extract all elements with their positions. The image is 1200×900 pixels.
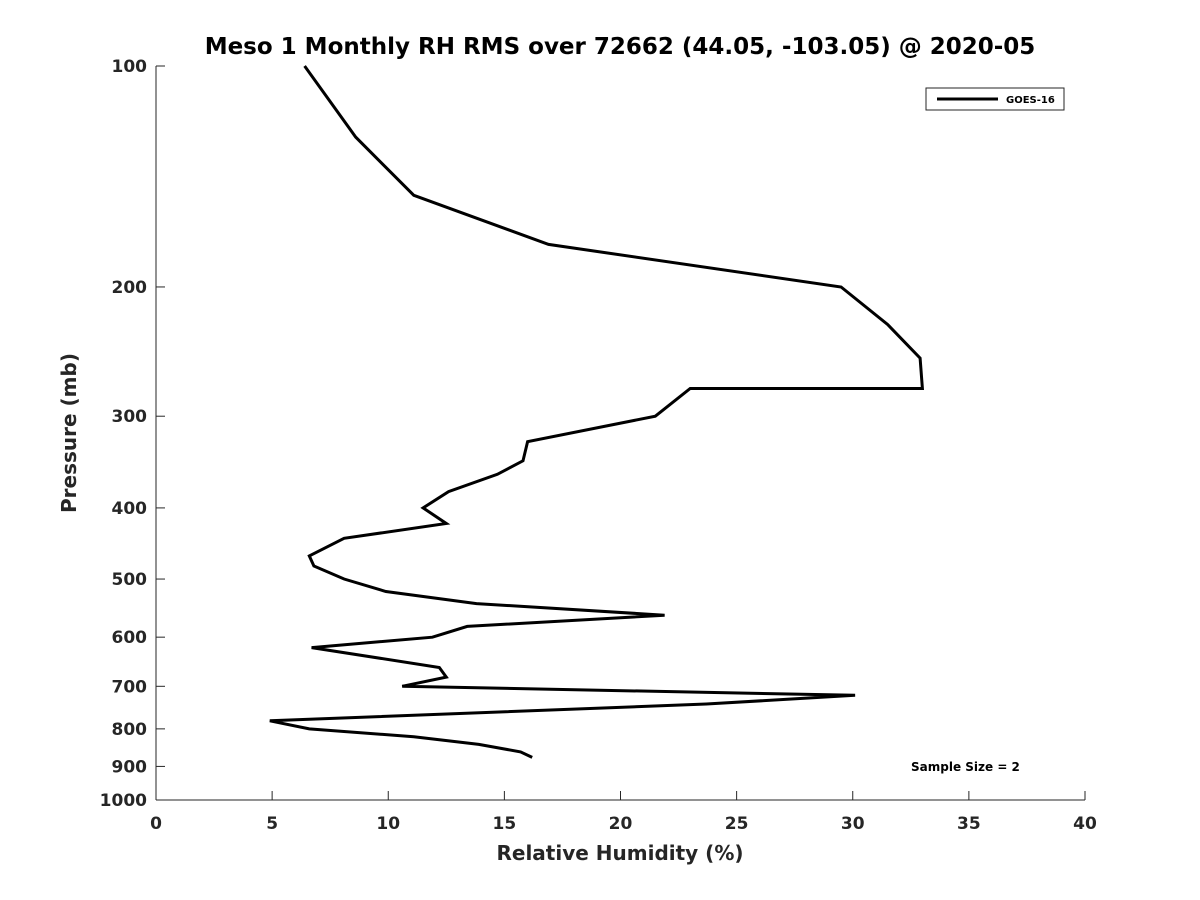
sample-size-annotation: Sample Size = 2 — [911, 760, 1020, 774]
y-tick-label: 700 — [112, 677, 148, 697]
y-tick-label: 400 — [112, 499, 148, 519]
y-tick-label: 300 — [112, 407, 148, 427]
x-axis-label: Relative Humidity (%) — [496, 841, 743, 865]
y-axis-label: Pressure (mb) — [57, 353, 81, 513]
x-tick-label: 10 — [376, 814, 400, 834]
x-tick-label: 30 — [841, 814, 865, 834]
x-tick-label: 35 — [957, 814, 981, 834]
y-tick-label: 900 — [112, 757, 148, 777]
y-tick-label: 100 — [112, 57, 148, 77]
legend: GOES-16 — [925, 87, 1065, 111]
y-tick-label: 600 — [112, 628, 148, 648]
series-layer — [269, 65, 925, 759]
y-tick-label: 500 — [112, 570, 148, 590]
y-tick-label: 800 — [112, 720, 148, 740]
x-tick-label: 5 — [266, 814, 278, 834]
x-tick-label: 15 — [493, 814, 517, 834]
x-tick-label: 25 — [725, 814, 749, 834]
x-tick-label: 20 — [609, 814, 633, 834]
axes: 0 5 10 15 20 25 30 35 40 100 200 300 400 500 600 700 800… — [100, 57, 1097, 834]
chart-title: Meso 1 Monthly RH RMS over 72662 (44.05,… — [205, 34, 1036, 60]
series-line-goes-16 — [269, 65, 925, 759]
y-tick-label: 1000 — [100, 791, 147, 811]
y-tick-label: 200 — [112, 278, 148, 298]
x-tick-label: 40 — [1073, 814, 1097, 834]
legend-label: GOES-16 — [1006, 95, 1055, 106]
x-tick-label: 0 — [150, 814, 162, 834]
